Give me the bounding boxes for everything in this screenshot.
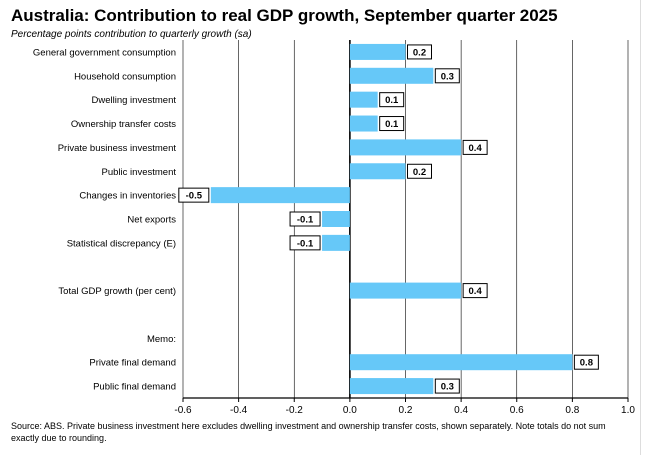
bar	[349, 354, 573, 371]
category-label: Changes in inventories	[79, 191, 176, 202]
category-label: Total GDP growth (per cent)	[58, 286, 176, 297]
bar	[349, 115, 378, 132]
data-label-box	[434, 68, 460, 84]
bar	[349, 43, 406, 60]
data-label-box	[407, 163, 432, 179]
chart-subtitle: Percentage points contribution to quarte…	[11, 29, 252, 40]
bar	[322, 234, 350, 251]
data-label: -0.5	[186, 191, 203, 202]
frame-border	[640, 0, 641, 455]
category-label: Dwelling investment	[92, 95, 177, 106]
data-label-box	[379, 92, 405, 108]
data-label: 0.2	[413, 47, 426, 58]
source-note: Source: ABS. Private business investment…	[11, 421, 606, 443]
x-tick-label: 0.8	[565, 405, 579, 416]
bar	[322, 211, 350, 227]
bar	[349, 91, 378, 108]
x-tick-label: 0.0	[343, 405, 357, 416]
data-label-box	[462, 139, 488, 155]
category-label: Memo:	[147, 334, 176, 345]
bar	[349, 282, 462, 299]
data-label-box	[178, 187, 210, 203]
data-label: -0.1	[297, 215, 314, 226]
bar	[349, 67, 434, 84]
data-label: 0.1	[385, 95, 399, 106]
data-label-box	[573, 354, 599, 370]
bar	[349, 163, 406, 180]
category-label: Ownership transfer costs	[71, 119, 176, 130]
data-label: 0.3	[441, 382, 454, 393]
bar	[349, 378, 434, 395]
category-label: General government consumption	[33, 47, 176, 58]
data-label: -0.1	[297, 238, 314, 249]
data-label: 0.1	[385, 119, 399, 130]
data-label: 0.8	[580, 358, 593, 369]
category-label: Statistical discrepancy (E)	[67, 238, 176, 249]
x-tick-label: 0.6	[510, 405, 524, 416]
bar	[349, 139, 462, 156]
x-tick-label: 0.4	[454, 405, 468, 416]
x-tick-label: 1.0	[621, 405, 635, 416]
data-label: 0.3	[441, 71, 454, 82]
x-tick-label: -0.4	[230, 405, 248, 416]
chart-title: Australia: Contribution to real GDP grow…	[11, 6, 558, 25]
data-label: 0.4	[469, 286, 483, 297]
data-label: 0.4	[469, 143, 483, 154]
x-tick-label: -0.6	[174, 405, 192, 416]
category-label: Private final demand	[89, 358, 176, 369]
data-label-box	[289, 235, 321, 251]
data-label-box	[434, 378, 460, 394]
category-label: Public investment	[102, 167, 177, 178]
data-label-box	[462, 283, 488, 299]
data-label-box	[379, 116, 405, 132]
category-label: Household consumption	[74, 71, 176, 82]
x-tick-label: -0.2	[286, 405, 304, 416]
x-tick-label: 0.2	[399, 405, 413, 416]
data-label-box	[407, 44, 432, 60]
data-label-box	[289, 211, 321, 227]
data-label: 0.2	[413, 167, 426, 178]
category-label: Public final demand	[93, 382, 176, 393]
category-label: Private business investment	[58, 143, 177, 154]
bar	[210, 187, 350, 204]
category-label: Net exports	[127, 215, 176, 226]
